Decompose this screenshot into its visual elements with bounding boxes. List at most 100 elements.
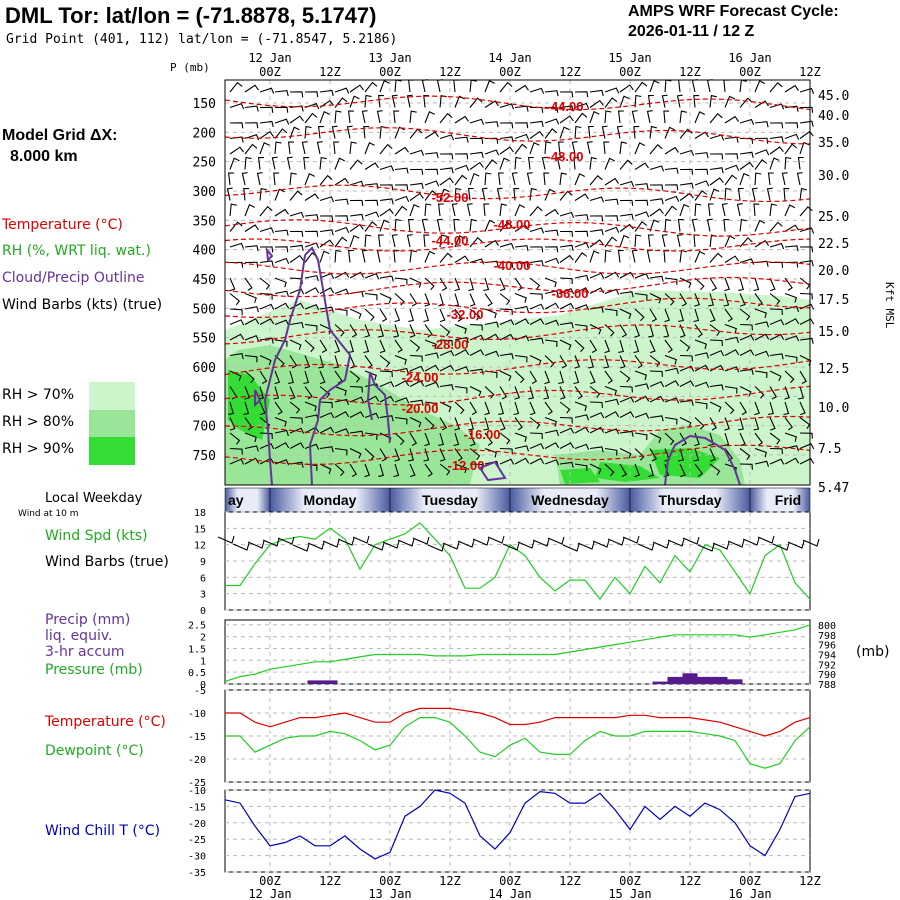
upper-wind-barb xyxy=(646,110,653,124)
upper-wind-barb xyxy=(514,122,529,129)
temperature-contour xyxy=(224,415,811,437)
upper-wind-barb xyxy=(334,447,348,456)
upper-wind-barb xyxy=(364,324,371,338)
upper-wind-barb xyxy=(364,142,375,155)
bottom-time-tick: 12Z xyxy=(559,874,581,888)
upper-wind-barb xyxy=(439,448,446,462)
station-title: DML Tor: lat/lon = (-71.8878, 5.1747) xyxy=(5,3,377,28)
upper-wind-barb xyxy=(589,99,604,108)
upper-wind-barb xyxy=(454,164,470,172)
upper-wind-barb xyxy=(469,151,484,159)
upper-wind-barb xyxy=(589,239,604,248)
upper-wind-barb xyxy=(424,250,436,263)
wind-barb xyxy=(802,538,820,547)
pressure-tick-label: 600 xyxy=(193,361,216,376)
upper-wind-barb xyxy=(754,100,769,108)
upper-wind-barb xyxy=(723,293,730,307)
upper-wind-barb xyxy=(481,187,488,201)
wind-barb xyxy=(502,542,520,551)
top-time-tick: 12Z xyxy=(799,65,821,79)
upper-wind-barb xyxy=(664,380,680,387)
upper-wind-barb xyxy=(364,273,380,280)
upper-wind-barb xyxy=(454,95,465,108)
upper-wind-barb xyxy=(304,230,319,237)
upper-wind-barb xyxy=(634,199,649,206)
upper-wind-barb xyxy=(559,126,570,139)
upper-wind-barb xyxy=(664,126,676,139)
temperature-contour xyxy=(224,297,811,319)
upper-wind-barb xyxy=(799,246,814,253)
upper-wind-barb xyxy=(286,156,293,170)
upper-wind-barb xyxy=(364,448,375,461)
upper-wind-barb xyxy=(304,173,315,186)
upper-wind-barb xyxy=(424,203,432,217)
upper-wind-barb xyxy=(514,417,523,431)
upper-wind-barb xyxy=(664,432,675,446)
precip-grid xyxy=(225,620,810,685)
upper-wind-barb xyxy=(664,308,671,323)
upper-wind-barb xyxy=(319,412,335,419)
upper-wind-barb xyxy=(544,106,559,113)
upper-wind-barb xyxy=(289,254,304,263)
top-time-tick: 00Z xyxy=(619,65,641,79)
wind-barb xyxy=(787,540,805,549)
upper-wind-barb xyxy=(349,223,364,232)
weekday-label: Thursday xyxy=(658,492,721,508)
grid-dx-label: Model Grid ΔX: xyxy=(2,127,118,144)
upper-wind-barb xyxy=(574,274,589,282)
wind-barb xyxy=(292,543,310,552)
upper-wind-barb xyxy=(439,112,453,124)
upper-wind-barb xyxy=(754,308,767,319)
upper-wind-barb xyxy=(499,458,515,465)
upper-wind-barb xyxy=(334,463,345,477)
upper-wind-barb xyxy=(679,110,687,124)
upper-wind-barb xyxy=(243,188,250,201)
temperature-label: -52.00 xyxy=(432,190,469,205)
legend-rh80-swatch xyxy=(89,410,135,438)
upper-wind-barb xyxy=(694,203,702,217)
temperature-contour xyxy=(224,261,811,275)
upper-wind-barb xyxy=(484,432,493,446)
upper-wind-barb xyxy=(754,432,763,446)
upper-wind-barb xyxy=(257,157,264,170)
legend-rh90-swatch xyxy=(89,437,135,465)
temp-tick-label: -5 xyxy=(194,686,206,697)
upper-wind-barb xyxy=(514,156,522,170)
upper-wind-barb xyxy=(723,432,730,447)
top-date-label: 15 Jan xyxy=(608,51,651,65)
upper-wind-barb xyxy=(484,333,500,341)
upper-wind-barb xyxy=(229,308,243,316)
upper-wind-barb xyxy=(394,146,409,155)
upper-wind-barb xyxy=(499,432,511,445)
upper-wind-barb xyxy=(529,443,545,450)
upper-wind-barb xyxy=(364,94,372,108)
upper-wind-barb xyxy=(724,336,740,343)
upper-wind-barb xyxy=(694,364,710,372)
upper-wind-barb xyxy=(256,172,263,186)
upper-wind-barb xyxy=(364,199,379,206)
top-time-tick: 12Z xyxy=(679,65,701,79)
upper-wind-barb xyxy=(544,401,553,415)
upper-wind-barb xyxy=(334,110,342,124)
upper-wind-barb xyxy=(229,203,237,217)
upper-wind-barb xyxy=(318,355,324,369)
cloud-outlines xyxy=(254,246,741,486)
upper-air-panel: -44.00 -48.00 -52.00 -48.00 -44.00 -40.00 -36.… xyxy=(193,79,896,496)
upper-wind-barb xyxy=(739,308,751,321)
upper-wind-barb xyxy=(604,215,619,222)
upper-wind-barb xyxy=(679,365,695,372)
upper-wind-barb xyxy=(529,246,544,253)
upper-wind-barb xyxy=(573,157,580,170)
upper-wind-barb xyxy=(229,242,245,249)
precip-bar xyxy=(652,681,668,684)
temperature-label: -40.00 xyxy=(494,258,531,273)
dewpoint-line xyxy=(225,717,811,769)
upper-wind-barb xyxy=(364,412,380,419)
upper-wind-barb xyxy=(724,95,736,108)
upper-wind-barb xyxy=(664,416,678,425)
upper-wind-barb xyxy=(589,250,600,263)
upper-wind-barb xyxy=(799,120,814,127)
upper-wind-barb xyxy=(751,187,758,201)
pressure-tick-label: 350 xyxy=(193,214,216,229)
upper-wind-barb xyxy=(424,152,439,159)
